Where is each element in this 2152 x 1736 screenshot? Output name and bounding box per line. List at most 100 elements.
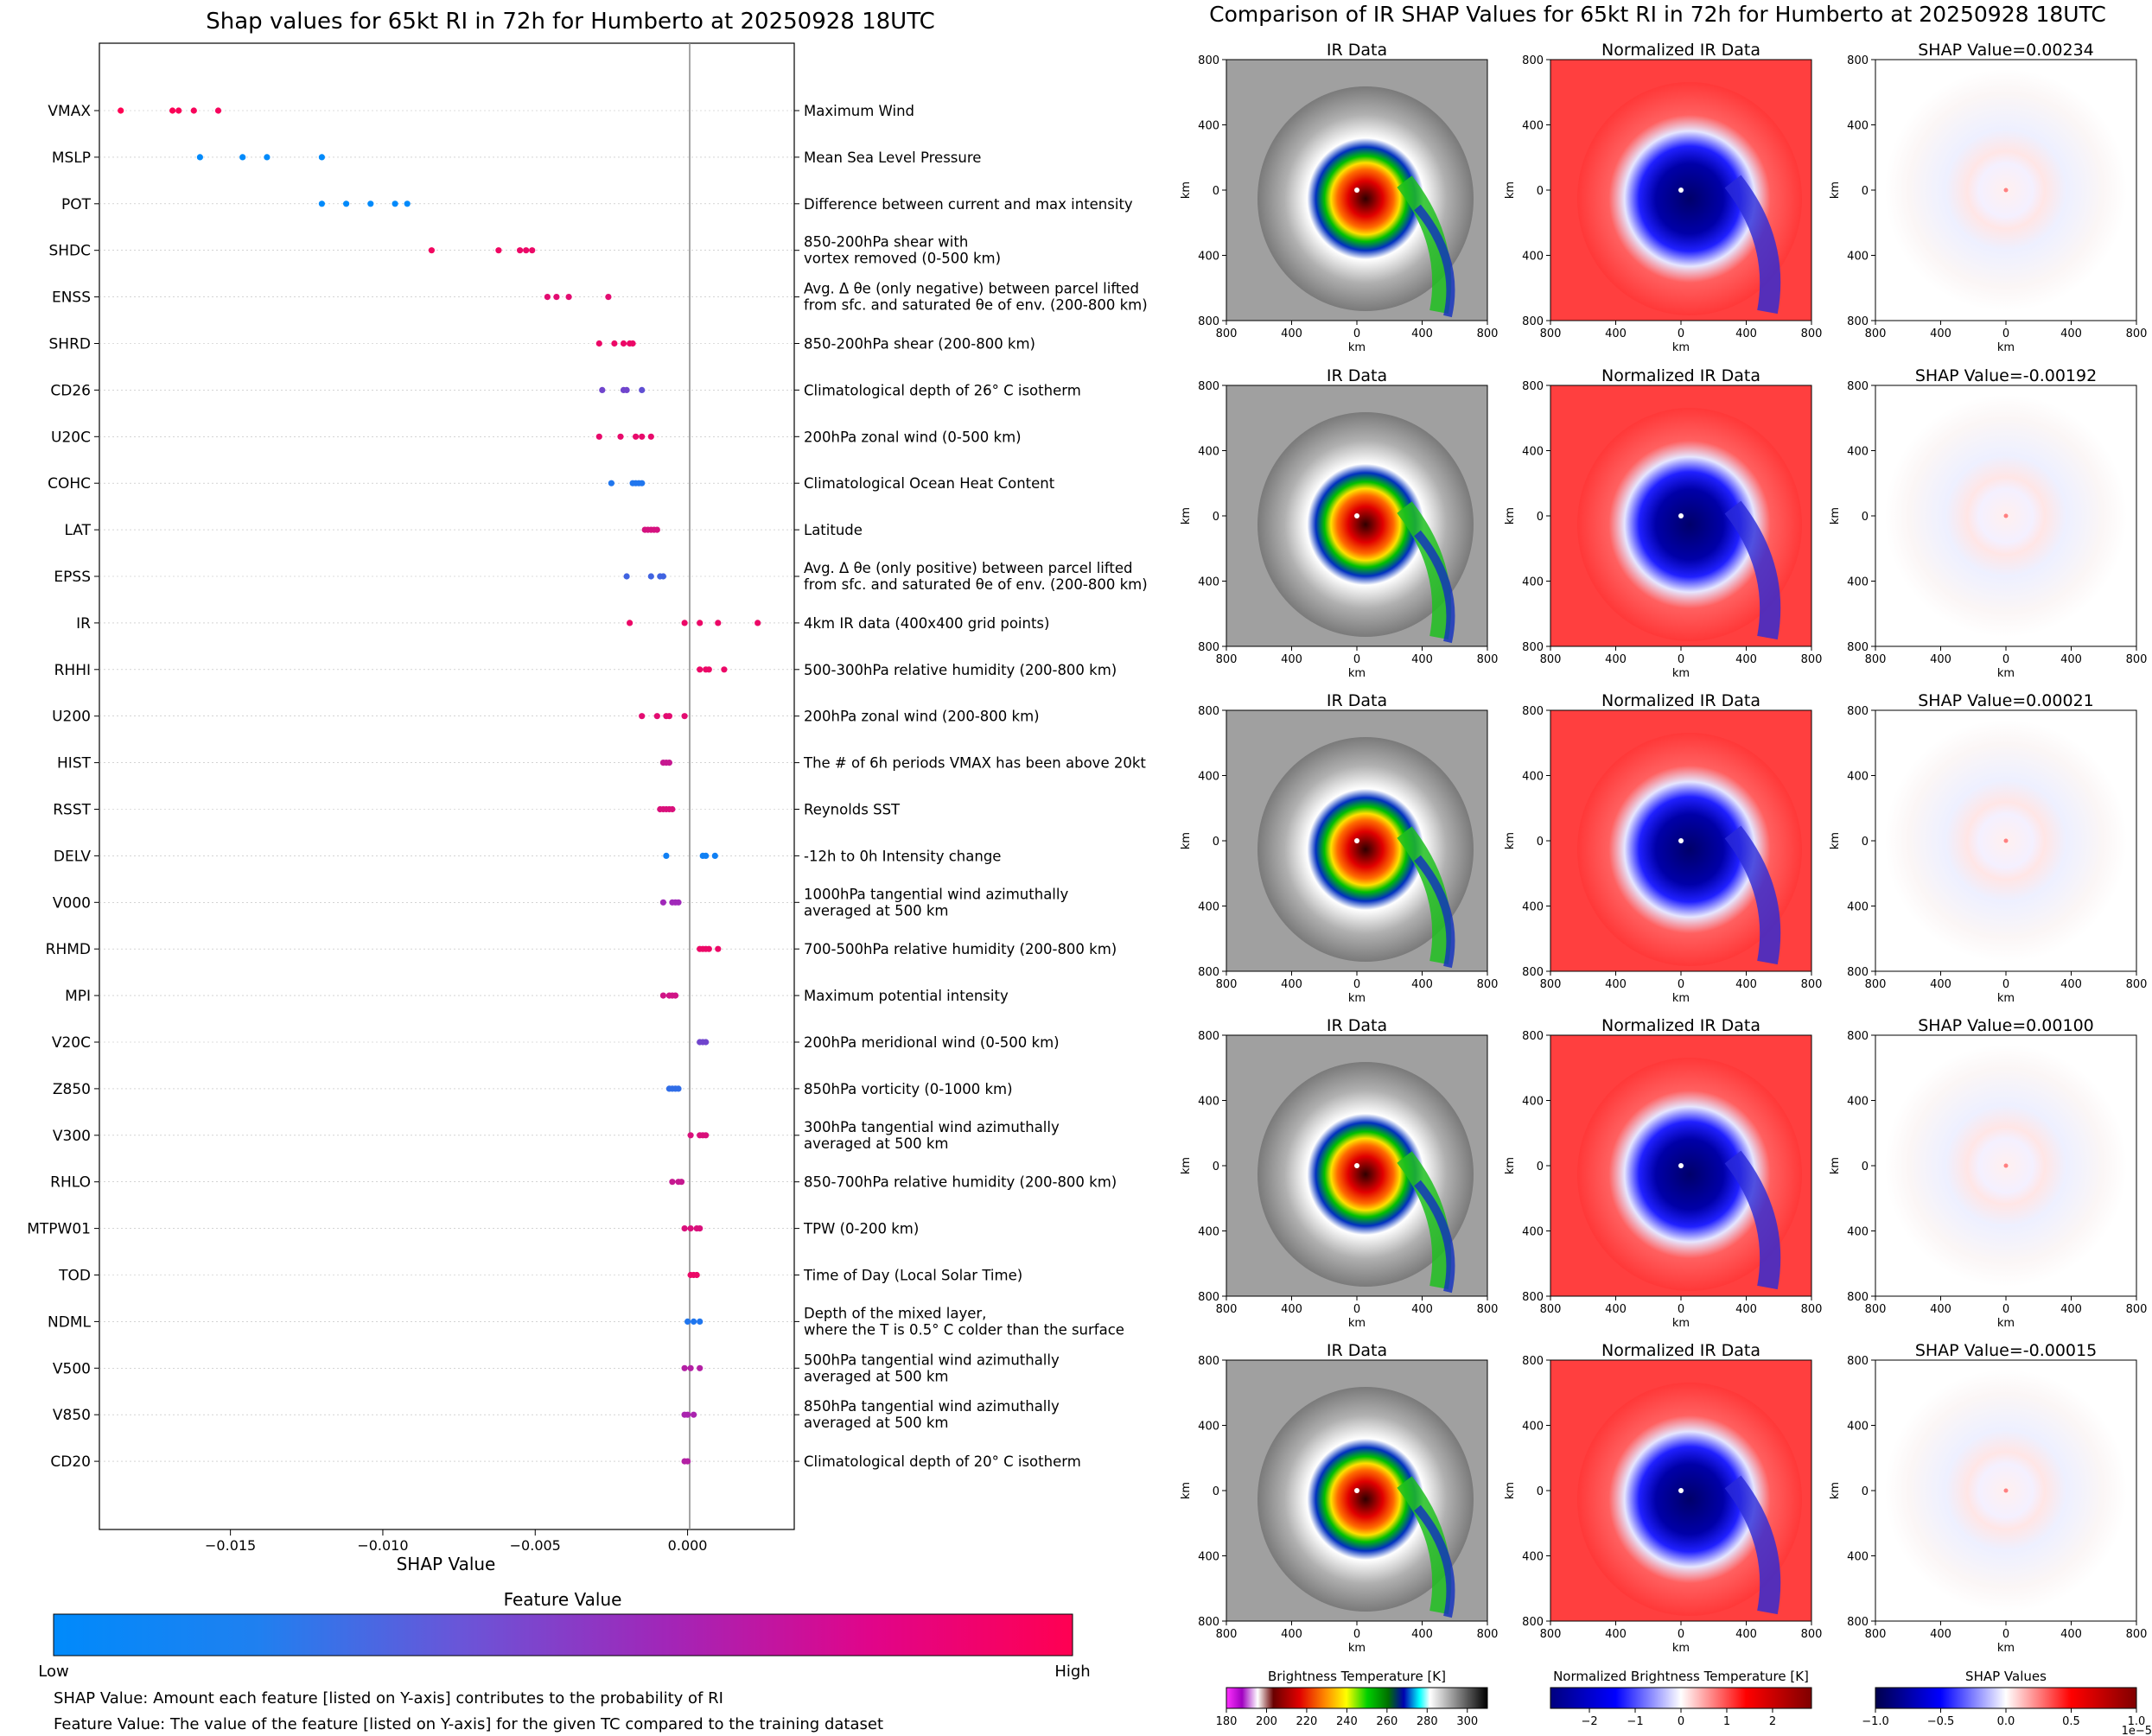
ytick-label-3: 400 <box>1522 1551 1544 1564</box>
point-pot-4 <box>404 200 411 207</box>
point-rhhi-3 <box>721 666 728 673</box>
ytick-label-4: 800 <box>1522 1616 1544 1629</box>
point-rhmd-4 <box>715 945 722 952</box>
feature-desc-shdc-1: 850-200hPa shear with <box>804 234 968 251</box>
ytick-label-1: 400 <box>1198 771 1219 784</box>
ytick-label-0: 800 <box>1847 1355 1869 1368</box>
ytick-label-2: 0 <box>1537 1485 1544 1498</box>
norm-storm <box>1577 82 1802 315</box>
feature-label-u200: U200 <box>52 709 91 726</box>
ytick-label-0: 800 <box>1198 705 1219 718</box>
norm-rainband <box>1724 1150 1781 1290</box>
feature-desc-enss-1: Avg. Δ θe (only negative) between parcel… <box>804 281 1139 297</box>
xtick-label-2: 0 <box>2002 327 2009 340</box>
storm-center <box>1678 1488 1684 1493</box>
ytick-label-3: 400 <box>1847 251 1869 264</box>
feature-label-mslp: MSLP <box>52 149 91 167</box>
xtick-label-0: 800 <box>1540 1303 1562 1316</box>
xtick-label-3: 0.000 <box>668 1537 708 1554</box>
point-rhhi-2 <box>705 666 712 673</box>
point-cd26-0 <box>599 386 606 393</box>
point-mslp-0 <box>196 154 203 161</box>
xtick-label-0: 800 <box>1540 978 1562 991</box>
xtick-label-3: 400 <box>2060 978 2082 991</box>
cb-tick-label-0: −2 <box>1581 1715 1597 1728</box>
ir-storm <box>1257 737 1474 962</box>
point-v500-0 <box>681 1364 688 1371</box>
xtick-label-3: 400 <box>1411 978 1433 991</box>
x-unit-label: km <box>1997 1317 2015 1330</box>
cb-tick-label-3: 1 <box>1723 1715 1730 1728</box>
storm-center <box>1678 838 1684 843</box>
xtick-label-4: 800 <box>1801 653 1823 666</box>
y-unit-label: km <box>1829 1157 1842 1174</box>
point-epss-1 <box>647 573 654 580</box>
ytick-label-0: 800 <box>1522 54 1544 67</box>
point-rhhi-0 <box>697 666 704 673</box>
ytick-label-2: 0 <box>1862 1485 1869 1498</box>
ytick-label-3: 400 <box>1198 576 1219 589</box>
xtick-label-2: 0 <box>2002 1303 2009 1316</box>
ytick-label-1: 400 <box>1522 446 1544 459</box>
point-rhlo-0 <box>669 1179 676 1186</box>
feature-desc-v850-2: averaged at 500 km <box>804 1415 948 1431</box>
ytick-label-2: 0 <box>1213 185 1219 198</box>
ir-rainband-edge <box>1414 204 1455 318</box>
xtick-label-2: 0 <box>1678 653 1684 666</box>
xtick-label-4: 800 <box>2126 1628 2148 1641</box>
cb-tick-label-0: −1.0 <box>1862 1715 1889 1728</box>
shap-colorbar-title: SHAP Values <box>1965 1669 2047 1684</box>
feature-label-cd26: CD26 <box>50 382 91 399</box>
cb-tick-label-0: 180 <box>1216 1715 1238 1728</box>
cb-tick-label-4: 260 <box>1376 1715 1398 1728</box>
xtick-label-3: 400 <box>1735 327 1757 340</box>
ytick-label-4: 800 <box>1847 1616 1869 1629</box>
norm-storm <box>1577 408 1802 641</box>
point-shdc-3 <box>523 247 530 254</box>
panel-r4-c2: Normalized IR Data8008004004000040040080… <box>1504 1016 1822 1330</box>
point-shdc-0 <box>428 247 435 254</box>
panel-r5-c3: SHAP Value=-0.00015800800400400004004008… <box>1829 1341 2147 1655</box>
panel-r5-c2: Normalized IR Data8008004004000040040080… <box>1504 1341 1822 1655</box>
feature-desc-v300-1: 300hPa tangential wind azimuthally <box>804 1119 1060 1135</box>
point-delv-0 <box>663 852 670 860</box>
ytick-label-1: 400 <box>1522 771 1544 784</box>
xtick-label-2: 0 <box>1353 653 1360 666</box>
ytick-label-1: 400 <box>1847 120 1869 133</box>
feature-desc-hist: The # of 6h periods VMAX has been above … <box>803 755 1146 772</box>
point-mtpw01-1 <box>687 1225 694 1232</box>
xtick-label-4: 800 <box>1477 1303 1499 1316</box>
panel-r1-c3: SHAP Value=0.002348008004004000040040080… <box>1829 41 2147 354</box>
storm-center <box>2003 1488 2009 1493</box>
y-unit-label: km <box>1504 1482 1517 1499</box>
point-v000-0 <box>659 899 667 906</box>
ytick-label-3: 400 <box>1847 1226 1869 1239</box>
xtick-label-3: 400 <box>1735 653 1757 666</box>
ytick-label-1: 400 <box>1847 1421 1869 1434</box>
xtick-label-2: 0 <box>1678 327 1684 340</box>
shap-points <box>118 107 761 1465</box>
point-delv-3 <box>711 852 718 860</box>
xtick-label-2: 0 <box>1353 978 1360 991</box>
ytick-label-4: 800 <box>1847 1291 1869 1304</box>
ytick-label-3: 400 <box>1522 1226 1544 1239</box>
ytick-label-2: 0 <box>1213 511 1219 524</box>
x-unit-label: km <box>1348 992 1366 1005</box>
point-shdc-2 <box>517 247 524 254</box>
point-pot-1 <box>343 200 350 207</box>
point-shdc-1 <box>495 247 502 254</box>
ir-colorbar-title: Brightness Temperature [K] <box>1268 1669 1446 1684</box>
feature-desc-cd26: Climatological depth of 26° C isotherm <box>804 382 1081 398</box>
ytick-label-0: 800 <box>1198 380 1219 393</box>
xtick-label-2: 0 <box>1678 978 1684 991</box>
colorbar-high-label: High <box>1054 1663 1090 1681</box>
ytick-label-1: 400 <box>1847 771 1869 784</box>
ir-title: IR Data <box>1327 366 1387 385</box>
ytick-label-0: 800 <box>1847 54 1869 67</box>
ytick-label-2: 0 <box>1537 511 1544 524</box>
xtick-label-0: 800 <box>1216 653 1238 666</box>
x-unit-label: km <box>1672 667 1690 680</box>
feature-desc-cohc: Climatological Ocean Heat Content <box>804 475 1055 492</box>
